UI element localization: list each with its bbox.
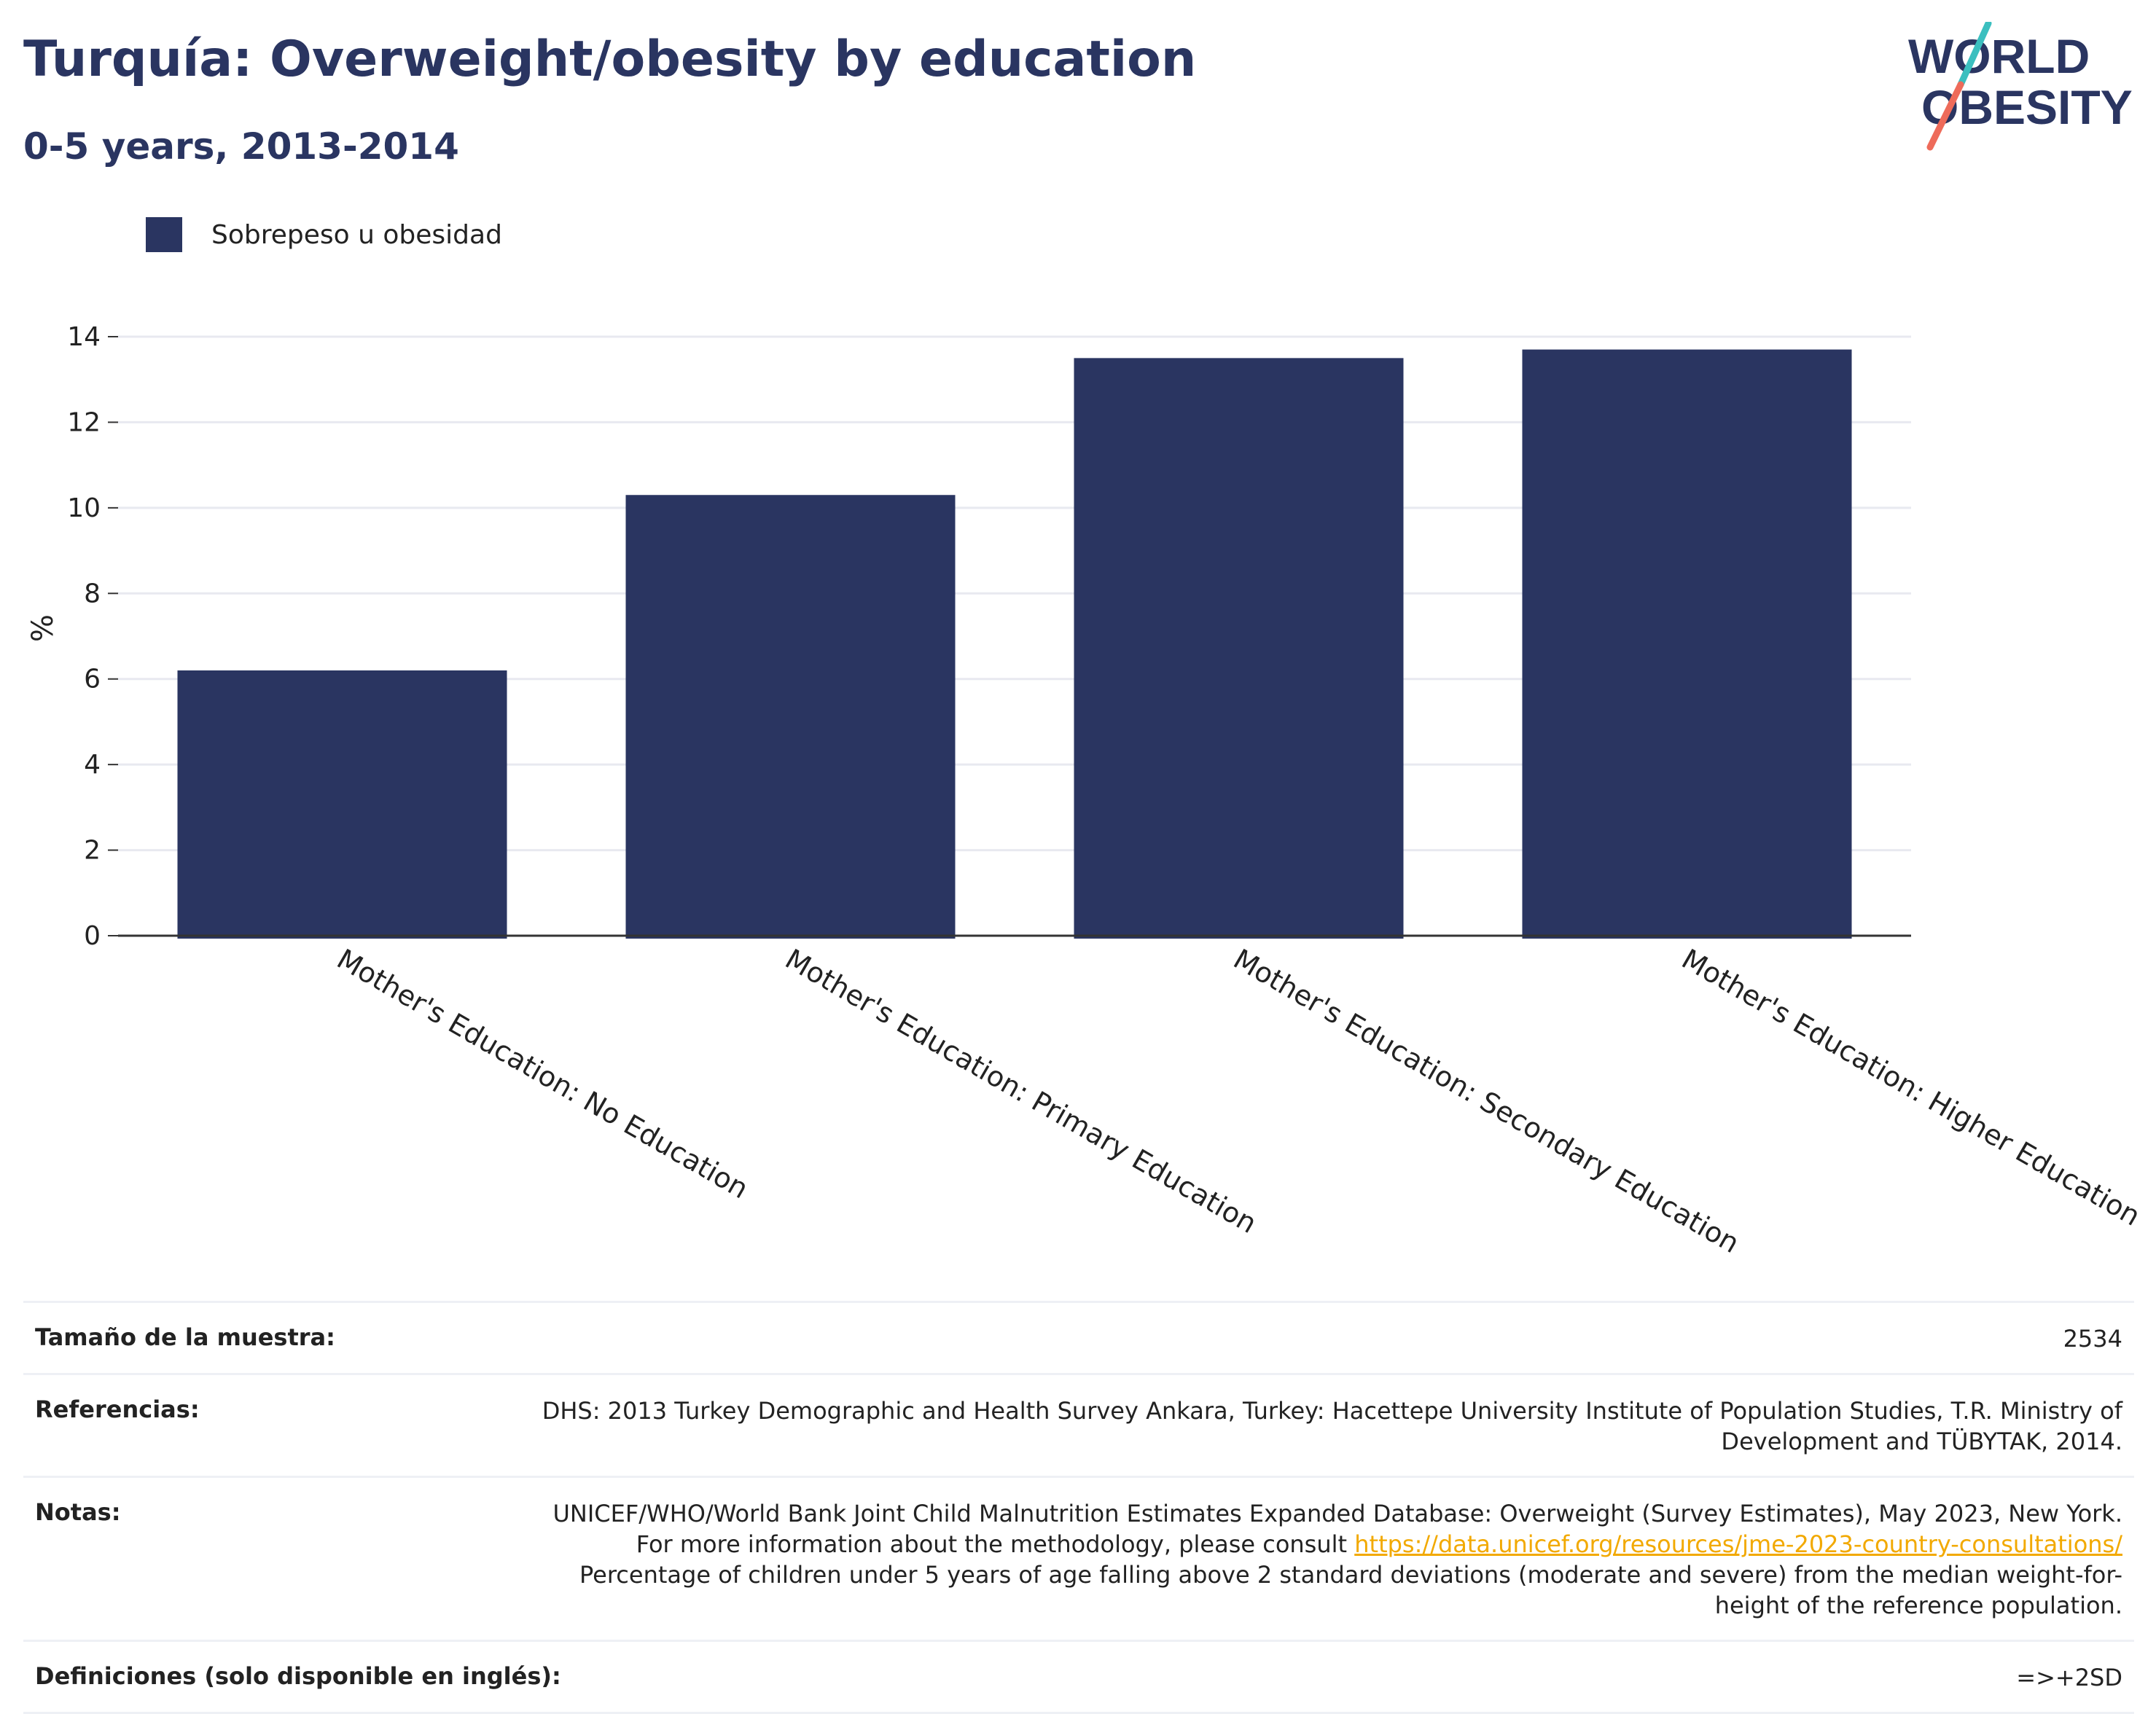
axes (108, 336, 1911, 937)
y-tick-label: 6 (84, 665, 101, 694)
definitions-row: Definiciones (solo disponible en inglés)… (23, 1640, 2134, 1714)
notes-row: Notas: UNICEF/WHO/World Bank Joint Child… (23, 1476, 2134, 1640)
references-value: DHS: 2013 Turkey Demographic and Health … (542, 1397, 2122, 1455)
references-row: Referencias: DHS: 2013 Turkey Demographi… (23, 1373, 2134, 1476)
logo-word-world: WORLD (1908, 29, 2090, 83)
x-category-label: Mother's Education: Primary Education (780, 943, 1262, 1240)
metadata-table: Tamaño de la muestra: 2534 Referencias: … (23, 1301, 2134, 1714)
y-tick-label: 4 (84, 750, 101, 780)
definitions-value: =>+2SD (2016, 1664, 2122, 1691)
y-tick-label: 2 (84, 836, 101, 866)
logo-slash-coral (1926, 81, 1964, 151)
bar-chart: 0 2 4 6 8 10 12 14 Mother's Education: No Educat… (26, 322, 2146, 1260)
x-category-label: Mother's Education: Secondary Education (1228, 943, 1745, 1260)
chart-subtitle: 0-5 years, 2013-2014 (23, 125, 459, 168)
bars (177, 349, 1852, 939)
y-tick-label: 14 (67, 322, 101, 352)
y-tick-label: 12 (67, 407, 101, 437)
notes-value: UNICEF/WHO/World Bank Joint Child Malnut… (519, 1498, 2123, 1621)
y-tick-label: 10 (67, 493, 101, 523)
x-category-label: Mother's Education: No Education (332, 943, 754, 1205)
bar (1522, 349, 1852, 939)
notes-text-2: Percentage of children under 5 years of … (579, 1561, 2122, 1619)
references-label: Referencias: (35, 1396, 200, 1423)
sample-size-label: Tamaño de la muestra: (35, 1323, 335, 1351)
notes-text-1: UNICEF/WHO/World Bank Joint Child Malnut… (552, 1500, 2123, 1558)
legend-label: Sobrepeso u obesidad (211, 219, 502, 250)
x-category-label: Mother's Education: Higher Education (1676, 943, 2146, 1232)
y-axis-title: % (26, 614, 60, 642)
bar (177, 670, 507, 939)
y-tick-label: 0 (84, 921, 101, 951)
bar (625, 495, 956, 939)
bar (1074, 358, 1404, 939)
sample-size-row: Tamaño de la muestra: 2534 (23, 1301, 2134, 1373)
sample-size-value: 2534 (2063, 1325, 2122, 1353)
chart-title: Turquía: Overweight/obesity by education (23, 31, 1197, 88)
legend-swatch (146, 217, 182, 252)
y-tick-label: 8 (84, 579, 101, 608)
definitions-label: Definiciones (solo disponible en inglés)… (35, 1662, 561, 1690)
notes-label: Notas: (35, 1498, 121, 1526)
chart-legend[interactable]: Sobrepeso u obesidad (146, 217, 502, 252)
world-obesity-logo[interactable]: WORLD OBESITY (1902, 22, 2143, 153)
logo-slash-teal (1957, 22, 1992, 88)
methodology-link[interactable]: https://data.unicef.org/resources/jme-20… (1354, 1530, 2122, 1558)
